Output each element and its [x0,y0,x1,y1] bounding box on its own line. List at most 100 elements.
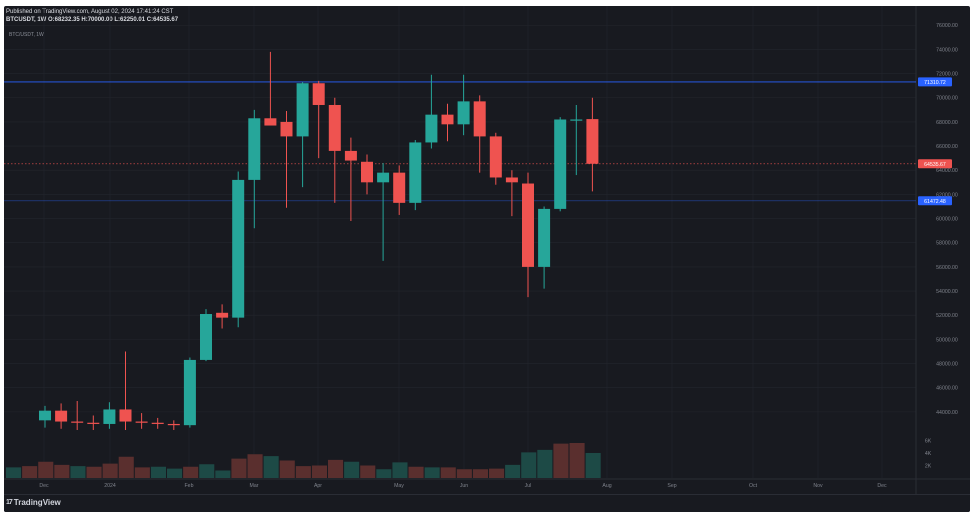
time-tick-label: Jun [460,483,468,489]
time-tick-label: 2024 [104,483,116,489]
time-tick-label: Oct [749,483,758,489]
candle-body [183,359,196,426]
volume-bar [472,469,488,478]
candle-body [328,104,341,151]
volume-bar [150,466,166,478]
volume-tick-label: 6K [925,439,932,445]
volume-bar [344,461,360,478]
footer-bar: 17 TradingView [4,494,970,512]
candle-body [296,83,309,137]
price-tick-label: 44000.00 [936,410,958,416]
candle-body [425,114,438,143]
price-tick-label: 48000.00 [936,362,958,368]
time-tick-label: Apr [314,483,322,489]
candle-body [248,118,261,180]
candle-body [55,410,68,422]
volume-bar [6,467,22,478]
brand-name: TradingView [13,498,61,507]
volume-bar [215,470,231,478]
volume-bar [585,453,601,478]
candle-body [505,177,518,183]
candle-body [473,101,486,137]
time-axis[interactable]: Dec 2024 Feb Mar Apr May Jun Jul Aug Sep Oct Nov Dec [39,483,887,489]
candle-body [119,409,132,422]
volume-bar [247,454,263,478]
candle-body [586,119,599,164]
price-tick-label: 70000.00 [936,96,958,102]
price-tick-label: 74000.00 [936,47,958,53]
candle-body [87,422,100,424]
volume-bar [134,467,150,478]
volume-bar [22,466,38,478]
volume-bar [167,468,183,478]
volume-tick-label: 4K [925,451,932,457]
volume-bar [279,460,295,478]
time-tick-label: May [394,483,404,489]
price-tick-label: 76000.00 [936,23,958,29]
volume-bar [569,443,585,478]
candle-body [361,161,373,183]
candlestick-chart[interactable]: 44000.00 46000.00 48000.00 50000.00 52000.00… [4,6,970,494]
time-tick-label: Dec [39,483,49,489]
candle-body [344,150,357,161]
price-tick-label: 72000.00 [936,72,958,78]
volume-bar [537,449,553,478]
candle-body [409,142,422,203]
published-line: Published on TradingView.com, August 02,… [6,9,174,15]
price-tick-label: 56000.00 [936,265,958,271]
price-line-label: 61472.48 [924,199,946,205]
candle-body [570,119,583,121]
volume-bar [553,443,569,478]
volume-bar [54,464,70,478]
price-line-badge [918,159,952,169]
candle-body [39,410,51,421]
candle-body [71,421,84,423]
candle-body [377,172,390,183]
price-tick-label: 68000.00 [936,120,958,126]
candles-layer [39,51,599,430]
price-tick-label: 46000.00 [936,386,958,392]
candle-body [457,101,470,125]
price-tick-label: 52000.00 [936,313,958,319]
tradingview-logo-icon: 17 [6,499,13,506]
ohlc-line: BTCUSDT, 1W O:68232.35 H:70000.00 L:6225… [6,17,179,23]
time-tick-label: Jul [525,483,532,489]
volume-bar [489,468,505,478]
price-line-badge [918,77,952,87]
chart-panel: Published on TradingView.com, August 02,… [4,6,970,512]
price-tick-label: 64000.00 [936,168,958,174]
price-lines-layer [4,81,916,202]
candle-body [441,114,454,125]
volume-bar [440,467,456,478]
volume-bar [38,461,54,478]
tradingview-brand[interactable]: 17 TradingView [6,498,61,507]
candle-body [200,314,212,360]
volume-bar [360,465,376,478]
candle-body [103,409,116,424]
candle-body [280,121,293,137]
volume-bar [263,456,279,478]
volume-bar [456,469,472,478]
candle-body [489,136,502,178]
volume-bar [521,452,537,478]
symbol-label: BTC/USDT, 1W [9,32,44,38]
volume-bar [505,464,521,478]
volume-bar [102,463,118,478]
price-axis[interactable]: 44000.00 46000.00 48000.00 50000.00 52000.00… [918,23,958,470]
candle-body [393,172,406,203]
volume-bar [231,458,247,478]
volume-bar [328,459,344,478]
volume-bar [86,466,102,478]
price-line-label: 71310.72 [924,80,946,86]
time-tick-label: Sep [667,483,676,489]
time-tick-label: Aug [602,483,611,489]
candle-body [522,183,534,267]
candle-body [216,312,229,318]
candle-body [167,423,180,426]
volume-bar [311,465,327,478]
candle-body [312,83,325,105]
candle-body [264,118,277,126]
grid-layer [4,6,970,494]
time-tick-label: Nov [813,483,823,489]
volume-layer [6,443,601,478]
